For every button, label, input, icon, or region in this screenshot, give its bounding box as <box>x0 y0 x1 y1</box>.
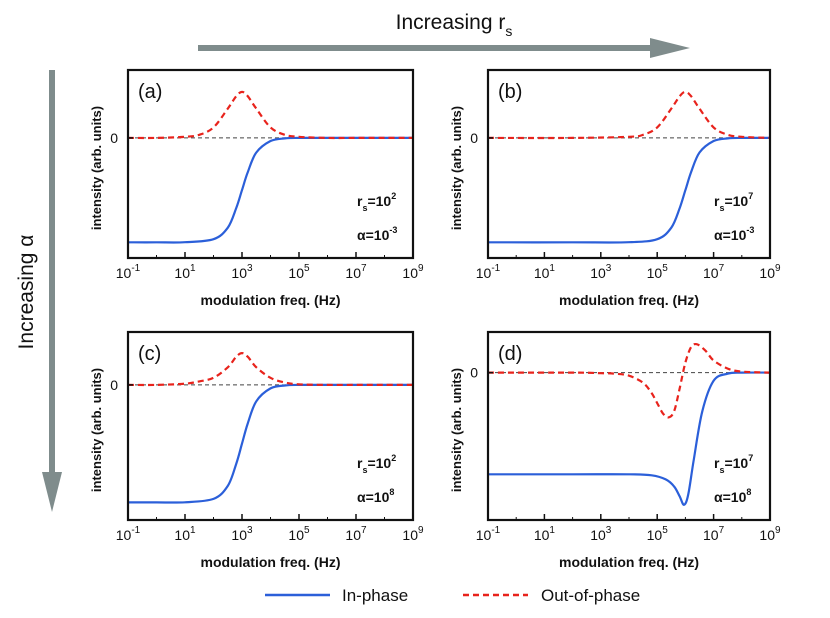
rs-annotation-a: rs=102 <box>357 191 396 213</box>
x-tick-label-c-5: 109 <box>402 525 424 543</box>
legend-in-phase-label: In-phase <box>342 586 408 605</box>
x-tick-label-a-5: 109 <box>402 263 424 281</box>
rs-annotation-b: rs=107 <box>714 191 753 213</box>
y-tick-label-b: 0 <box>470 130 478 146</box>
y-axis-label-a: intensity (arb. units) <box>89 106 104 230</box>
y-axis-label-b: intensity (arb. units) <box>449 106 464 230</box>
legend: In-phase Out-of-phase <box>265 586 640 605</box>
out-of-phase-line-c <box>127 351 413 387</box>
rs-annotation-c: rs=102 <box>357 453 396 475</box>
top-arrow <box>198 38 690 58</box>
x-axis-label-c: modulation freq. (Hz) <box>201 554 341 570</box>
left-arrow-label: Increasing α <box>15 235 38 350</box>
panel-label-b: (b) <box>498 81 522 103</box>
x-tick-label-d-1: 101 <box>534 525 556 543</box>
out-of-phase-line-d <box>487 342 771 419</box>
x-tick-label-d-4: 107 <box>703 525 725 543</box>
x-tick-label-d-2: 103 <box>590 525 612 543</box>
out-of-phase-line-b <box>487 90 771 140</box>
y-axis-label-d: intensity (arb. units) <box>449 368 464 492</box>
x-tick-label-a-4: 107 <box>345 263 367 281</box>
x-tick-label-c-0: 10-1 <box>116 525 141 543</box>
panels: 10-1 101 103 105 107 109 0 (a) modulation freq. … <box>89 68 781 570</box>
alpha-annotation-b: α=10-3 <box>714 225 754 243</box>
panel-a: 10-1 101 103 105 107 109 0 (a) modulation freq. … <box>89 68 424 308</box>
panel-c: 10-1 101 103 105 107 109 0 (c) modulation freq. … <box>89 330 424 570</box>
x-tick-label-c-1: 101 <box>174 525 196 543</box>
x-axis-label-b: modulation freq. (Hz) <box>559 292 699 308</box>
top-arrow-label: Increasing rs <box>396 11 513 39</box>
x-tick-label-a-1: 101 <box>174 263 196 281</box>
x-tick-label-a-3: 105 <box>288 263 310 281</box>
x-tick-label-c-4: 107 <box>345 525 367 543</box>
x-tick-label-d-5: 109 <box>759 525 781 543</box>
y-tick-label-d: 0 <box>470 365 478 381</box>
alpha-annotation-a: α=10-3 <box>357 225 397 243</box>
in-phase-line-d <box>488 371 771 506</box>
rs-annotation-d: rs=107 <box>714 453 753 475</box>
x-tick-label-b-2: 103 <box>590 263 612 281</box>
x-tick-label-c-2: 103 <box>231 525 253 543</box>
x-tick-label-a-0: 10-1 <box>116 263 141 281</box>
x-axis-label-a: modulation freq. (Hz) <box>201 292 341 308</box>
in-phase-line-c <box>127 383 413 504</box>
x-tick-label-b-1: 101 <box>534 263 556 281</box>
alpha-annotation-d: α=108 <box>714 487 751 505</box>
panel-label-d: (d) <box>498 343 522 365</box>
x-tick-label-b-3: 105 <box>647 263 669 281</box>
x-axis-label-d: modulation freq. (Hz) <box>559 554 699 570</box>
out-of-phase-line-a <box>127 90 413 140</box>
legend-out-of-phase-label: Out-of-phase <box>541 586 640 605</box>
x-tick-label-c-3: 105 <box>288 525 310 543</box>
y-axis-label-c: intensity (arb. units) <box>89 368 104 492</box>
x-tick-label-b-0: 10-1 <box>476 263 501 281</box>
x-tick-label-a-2: 103 <box>231 263 253 281</box>
left-arrow <box>42 70 62 512</box>
panel-d: 10-1 101 103 105 107 109 0 (d) modulation freq. … <box>449 330 781 570</box>
panel-label-a: (a) <box>138 81 162 103</box>
x-tick-label-b-5: 109 <box>759 263 781 281</box>
x-tick-label-d-3: 105 <box>647 525 669 543</box>
y-tick-label-c: 0 <box>110 377 118 393</box>
panel-label-c: (c) <box>138 343 161 365</box>
x-tick-label-d-0: 10-1 <box>476 525 501 543</box>
alpha-annotation-c: α=108 <box>357 487 394 505</box>
y-tick-label-a: 0 <box>110 130 118 146</box>
panel-b: 10-1 101 103 105 107 109 0 (b) modulation freq. … <box>449 68 781 308</box>
in-phase-line-b <box>487 136 771 244</box>
x-tick-label-b-4: 107 <box>703 263 725 281</box>
